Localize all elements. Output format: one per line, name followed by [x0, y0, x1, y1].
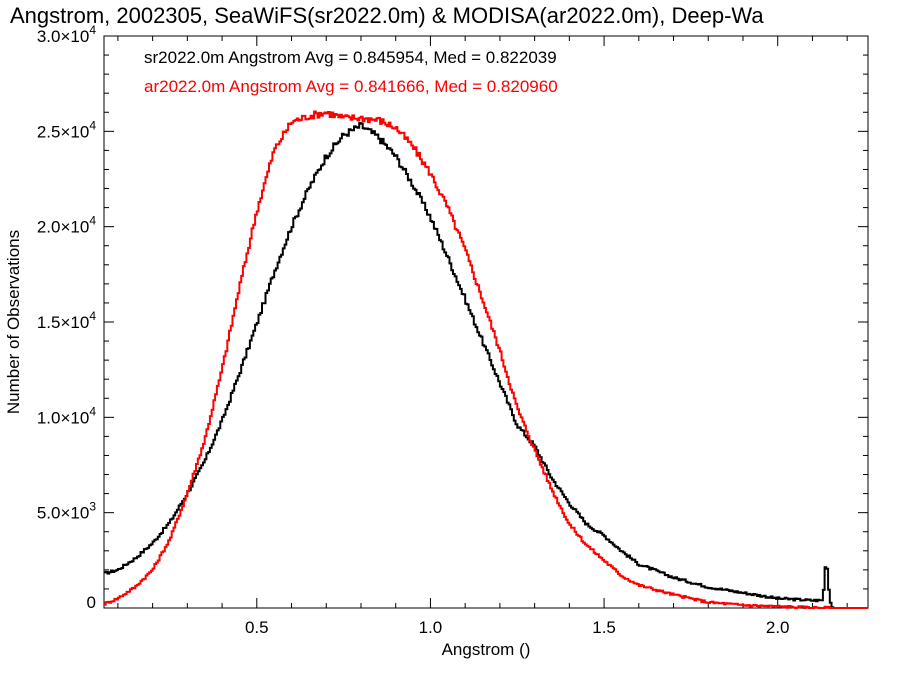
y-tick-label: 0 [87, 593, 96, 612]
y-tick-label: 5.0×103 [37, 500, 96, 523]
y-axis-label: Number of Observations [4, 230, 23, 414]
x-axis-label: Angstrom () [442, 640, 531, 659]
x-tick-label: 1.0 [419, 618, 443, 637]
x-tick-label: 1.5 [592, 618, 616, 637]
series-line-sr2022.0m [104, 122, 868, 609]
y-tick-label: 1.5×104 [37, 309, 96, 332]
legend-entry-ar2022: ar2022.0m Angstrom Avg = 0.841666, Med =… [144, 77, 558, 96]
y-tick-label: 3.0×104 [37, 23, 96, 46]
y-tick-label: 1.0×104 [37, 404, 96, 427]
series-line-ar2022.0m [104, 110, 868, 609]
x-tick-label: 2.0 [766, 618, 790, 637]
axis-ticks: 0.5 1.0 1.5 2.0 0 5.0×103 1.0×104 1.5×104 2.0×10… [37, 23, 868, 637]
plot-frame [103, 35, 869, 609]
y-tick-label: 2.0×104 [37, 214, 96, 237]
series-layer [104, 110, 868, 609]
y-tick-label: 2.5×104 [37, 118, 96, 141]
x-tick-label: 0.5 [245, 618, 269, 637]
chart-title: Angstrom, 2002305, SeaWiFS(sr2022.0m) & … [10, 3, 764, 28]
legend-entry-sr2022: sr2022.0m Angstrom Avg = 0.845954, Med =… [144, 48, 557, 67]
